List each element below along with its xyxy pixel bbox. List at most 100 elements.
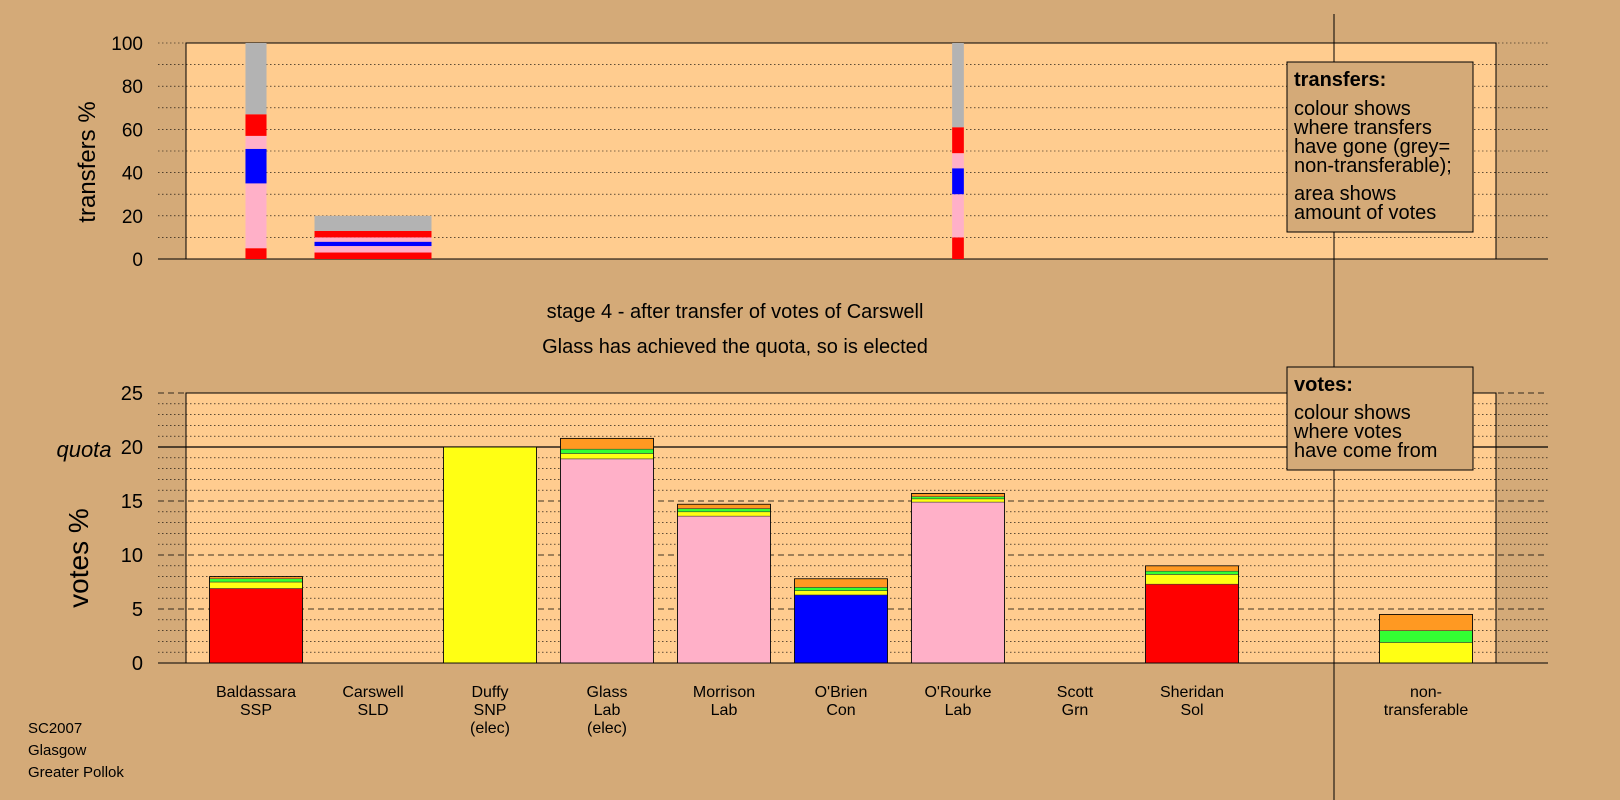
votes-legend-title: votes: bbox=[1294, 374, 1353, 396]
candidate-label: O'Brien bbox=[815, 684, 868, 701]
vote-bar-segment bbox=[560, 438, 654, 450]
candidate-label: Scott bbox=[1057, 684, 1094, 701]
transfer-bar-segment bbox=[314, 237, 432, 242]
vote-bar-segment bbox=[794, 578, 888, 588]
vote-bar-segment bbox=[677, 515, 771, 664]
transfer-bar-segment bbox=[314, 230, 432, 238]
transfer-bar-segment bbox=[314, 246, 432, 253]
candidate-label: Duffy bbox=[471, 684, 508, 701]
vote-bar-outline bbox=[911, 493, 1005, 664]
vote-bar-outline bbox=[209, 576, 303, 664]
transfer-bar-segment bbox=[245, 248, 267, 259]
candidate-label: Lab bbox=[945, 702, 972, 719]
votes-y-tick-label: 0 bbox=[132, 653, 143, 675]
transfer-bar-segment bbox=[952, 127, 964, 154]
candidate-label: O'Rourke bbox=[924, 684, 991, 701]
votes-y-tick-label: 10 bbox=[121, 545, 143, 567]
vote-bar-outline bbox=[443, 446, 537, 664]
nontransferable-label: non- bbox=[1410, 684, 1442, 701]
vote-bar-segment bbox=[677, 503, 771, 509]
candidate-label: (elec) bbox=[470, 720, 510, 737]
transfer-bar-segment bbox=[245, 183, 267, 249]
transfers-legend-line: have gone (grey= bbox=[1294, 136, 1450, 158]
transfer-bar-segment bbox=[245, 135, 267, 149]
transfers-y-tick-label: 0 bbox=[132, 250, 143, 271]
candidate-label: Glass bbox=[587, 684, 628, 701]
transfer-bar-segment bbox=[245, 43, 267, 115]
transfer-bar-segment bbox=[952, 168, 964, 195]
vote-bar-segment bbox=[794, 587, 888, 591]
candidate-label: SSP bbox=[240, 702, 272, 719]
vote-bar-segment bbox=[560, 453, 654, 460]
transfers-y-ticks: 0 20 40 60 80 100 bbox=[111, 34, 143, 271]
vote-bar-segment bbox=[209, 588, 303, 664]
transfer-bar-segment bbox=[952, 43, 964, 128]
transfers-y-tick-label: 100 bbox=[111, 34, 143, 55]
vote-bar-segment bbox=[209, 581, 303, 589]
vote-bar-segment bbox=[794, 594, 888, 664]
vote-bar-segment bbox=[911, 496, 1005, 500]
stage-caption: stage 4 - after transfer of votes of Car… bbox=[547, 301, 924, 323]
quota-label: quota bbox=[56, 437, 111, 462]
candidate-label: Lab bbox=[711, 702, 738, 719]
votes-legend-line: where votes bbox=[1293, 421, 1402, 443]
votes-legend-line: have come from bbox=[1294, 440, 1437, 462]
vote-bar-segment bbox=[209, 578, 303, 583]
vote-bar-segment bbox=[1145, 565, 1239, 572]
transfer-bar-segment bbox=[952, 153, 964, 169]
votes-y-tick-label: 25 bbox=[121, 383, 143, 405]
votes-legend-line: colour shows bbox=[1294, 402, 1411, 424]
vote-bar-segment bbox=[1145, 583, 1239, 664]
vote-bar-segment bbox=[1379, 614, 1473, 631]
transfers-y-tick-label: 80 bbox=[122, 77, 143, 98]
nontransferable-label: transferable bbox=[1384, 702, 1469, 719]
transfers-y-tick-label: 60 bbox=[122, 120, 143, 141]
candidate-label: Lab bbox=[594, 702, 621, 719]
votes-legend: votes: colour shows where votes have com… bbox=[1286, 366, 1474, 471]
candidate-label: Con bbox=[826, 702, 855, 719]
candidate-label: Baldassara bbox=[216, 684, 296, 701]
vote-bar-outline bbox=[794, 578, 888, 664]
transfers-legend-title: transfers: bbox=[1294, 69, 1386, 91]
vote-bar-segment bbox=[1379, 642, 1473, 664]
footer-ward: Greater Pollok bbox=[28, 764, 124, 781]
vote-bar-segment bbox=[560, 448, 654, 454]
candidate-label: SLD bbox=[357, 702, 388, 719]
vote-bar-outline bbox=[560, 437, 654, 664]
votes-legend-box bbox=[1286, 366, 1474, 471]
elected-caption: Glass has achieved the quota, so is elec… bbox=[542, 336, 928, 358]
transfers-y-axis-label: transfers % bbox=[74, 101, 101, 222]
vote-bar-outline bbox=[1379, 614, 1473, 664]
transfer-bar-segment bbox=[314, 241, 432, 247]
votes-y-tick-label: 15 bbox=[121, 491, 143, 513]
vote-bar-segment bbox=[677, 508, 771, 513]
candidate-label: Sol bbox=[1180, 702, 1203, 719]
vote-bar-segment bbox=[1145, 574, 1239, 585]
votes-y-axis-label: votes % bbox=[63, 508, 94, 608]
candidate-label: Carswell bbox=[342, 684, 403, 701]
transfers-legend-line: area shows bbox=[1294, 183, 1396, 205]
votes-y-tick-label: 20 bbox=[121, 437, 143, 459]
transfers-panel: 0 20 40 60 80 100 transfers % bbox=[74, 34, 1548, 271]
vote-bar-segment bbox=[911, 501, 1005, 664]
vote-bar-segment bbox=[560, 458, 654, 664]
votes-y-tick-label: 5 bbox=[132, 599, 143, 621]
transfers-y-tick-label: 40 bbox=[122, 164, 143, 185]
transfers-legend: transfers: colour shows where transfers … bbox=[1286, 61, 1474, 233]
transfer-bar-segment bbox=[314, 215, 432, 231]
candidate-label: Sheridan bbox=[1160, 684, 1224, 701]
vote-bar-outline bbox=[677, 503, 771, 664]
vote-bar-segment bbox=[794, 590, 888, 596]
candidate-labels: BaldassaraSSPCarswellSLDDuffySNP(elec)Gl… bbox=[216, 684, 1468, 737]
candidate-label: Grn bbox=[1062, 702, 1089, 719]
footer-election: SC2007 bbox=[28, 720, 82, 737]
votes-bars bbox=[209, 437, 1473, 664]
transfers-legend-line: where transfers bbox=[1293, 117, 1432, 139]
transfer-bar-segment bbox=[952, 194, 964, 238]
transfers-legend-line: colour shows bbox=[1294, 98, 1411, 120]
footer-council: Glasgow bbox=[28, 742, 87, 759]
vote-bar-segment bbox=[911, 498, 1005, 503]
transfers-y-tick-label: 20 bbox=[122, 207, 143, 228]
